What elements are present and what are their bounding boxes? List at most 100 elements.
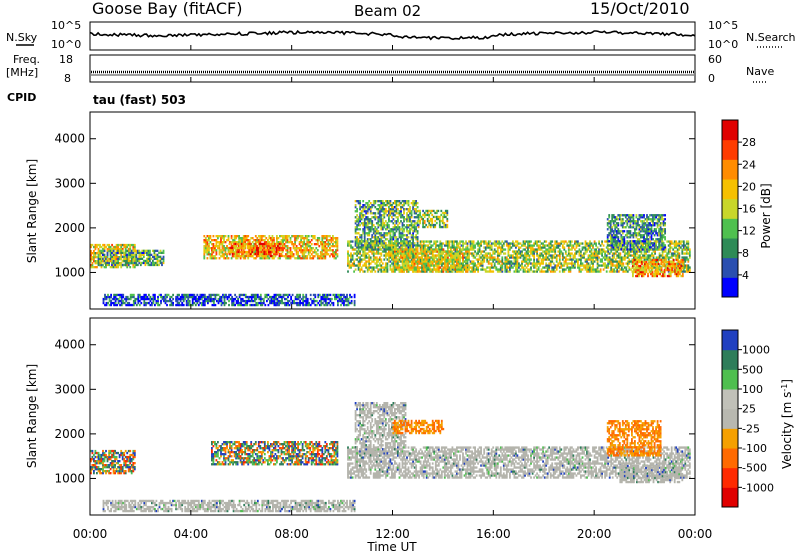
scatter-cell	[440, 242, 443, 245]
power-heatmap	[90, 200, 691, 307]
scatter-cell	[372, 248, 375, 251]
scatter-cell	[398, 222, 401, 225]
scatter-cell	[253, 293, 256, 297]
scatter-cell	[434, 240, 437, 243]
scatter-cell	[356, 210, 359, 213]
scatter-cell	[151, 301, 153, 305]
scatter-cell	[394, 258, 396, 261]
scatter-cell	[613, 264, 616, 267]
scatter-cell	[542, 250, 545, 253]
scatter-cell	[383, 268, 386, 271]
scatter-cell	[484, 256, 487, 259]
scatter-cell	[601, 250, 604, 253]
scatter-cell	[646, 254, 649, 257]
scatter-cell	[360, 236, 363, 239]
scatter-cell	[539, 256, 542, 259]
scatter-cell	[281, 254, 284, 258]
scatter-cell	[205, 299, 208, 303]
scatter-cell	[676, 252, 679, 255]
scatter-cell	[325, 243, 328, 246]
scatter-cell	[475, 252, 478, 255]
scatter-cell	[549, 254, 552, 257]
scatter-cell	[578, 266, 581, 269]
scatter-cell	[528, 254, 531, 257]
scatter-cell	[146, 249, 148, 253]
scatter-cell	[623, 250, 626, 253]
scatter-cell	[243, 242, 246, 246]
scatter-cell	[341, 293, 344, 297]
scatter-cell	[595, 268, 598, 271]
scatter-cell	[124, 259, 127, 263]
scatter-cell	[401, 268, 404, 271]
scatter-cell	[400, 246, 402, 249]
scatter-cell	[403, 210, 405, 213]
scatter-cell	[220, 243, 222, 246]
scatter-cell	[155, 253, 157, 257]
scatter-cell	[480, 256, 483, 259]
scatter-cell	[681, 248, 684, 251]
scatter-cell	[472, 256, 475, 259]
scatter-cell	[487, 252, 490, 255]
scatter-cell	[377, 250, 380, 253]
scatter-cell	[207, 299, 209, 303]
scatter-cell	[480, 262, 483, 265]
scatter-cell	[208, 247, 210, 250]
scatter-cell	[100, 251, 103, 255]
scatter-cell	[329, 293, 332, 297]
scatter-cell	[374, 242, 377, 245]
scatter-cell	[401, 232, 404, 235]
scatter-cell	[480, 250, 483, 253]
scatter-cell	[218, 243, 221, 246]
scatter-cell	[179, 297, 182, 301]
scatter-cell	[564, 250, 567, 253]
scatter-cell	[472, 268, 475, 271]
scatter-cell	[459, 270, 461, 273]
scatter-cell	[272, 301, 274, 305]
scatter-cell	[599, 258, 602, 261]
scatter-cell	[188, 299, 191, 303]
scatter-cell	[259, 295, 262, 299]
scatter-cell	[155, 261, 157, 265]
scatter-cell	[360, 214, 363, 217]
scatter-cell	[208, 299, 211, 303]
scatter-cell	[456, 240, 458, 243]
scatter-cell	[324, 237, 327, 240]
scatter-cell	[598, 270, 601, 273]
scatter-cell	[357, 256, 360, 259]
scatter-cell	[657, 266, 660, 269]
scatter-cell	[94, 247, 97, 251]
scatter-cell	[233, 239, 236, 242]
scatter-cell	[403, 202, 405, 205]
scatter-cell	[277, 246, 279, 250]
scatter-cell	[371, 266, 374, 269]
scatter-cell	[309, 245, 312, 248]
scatter-cell	[156, 263, 159, 267]
scatter-cell	[214, 255, 216, 258]
scatter-cell	[368, 246, 371, 249]
scatter-cell	[246, 242, 249, 246]
scatter-cell	[363, 238, 366, 241]
scatter-cell	[321, 297, 324, 301]
scatter-cell	[536, 258, 539, 261]
scatter-cell	[507, 252, 510, 255]
scatter-cell	[269, 252, 272, 256]
scatter-cell	[607, 248, 610, 251]
scatter-cell	[117, 259, 120, 263]
scatter-cell	[239, 257, 242, 260]
scatter-cell	[564, 260, 567, 263]
scatter-cell	[332, 245, 334, 248]
scatter-cell	[378, 214, 381, 217]
scatter-cell	[439, 240, 442, 243]
scatter-cell	[224, 235, 227, 238]
scatter-cell	[305, 301, 308, 305]
scatter-cell	[450, 240, 452, 243]
scatter-cell	[291, 299, 294, 303]
scatter-cell	[344, 295, 347, 299]
scatter-cell	[350, 240, 352, 243]
scatter-cell	[228, 299, 230, 303]
scatter-cell	[235, 301, 238, 305]
scatter-cell	[486, 258, 489, 261]
scatter-cell	[375, 242, 378, 245]
scatter-cell	[268, 257, 271, 260]
scatter-cell	[675, 240, 678, 243]
